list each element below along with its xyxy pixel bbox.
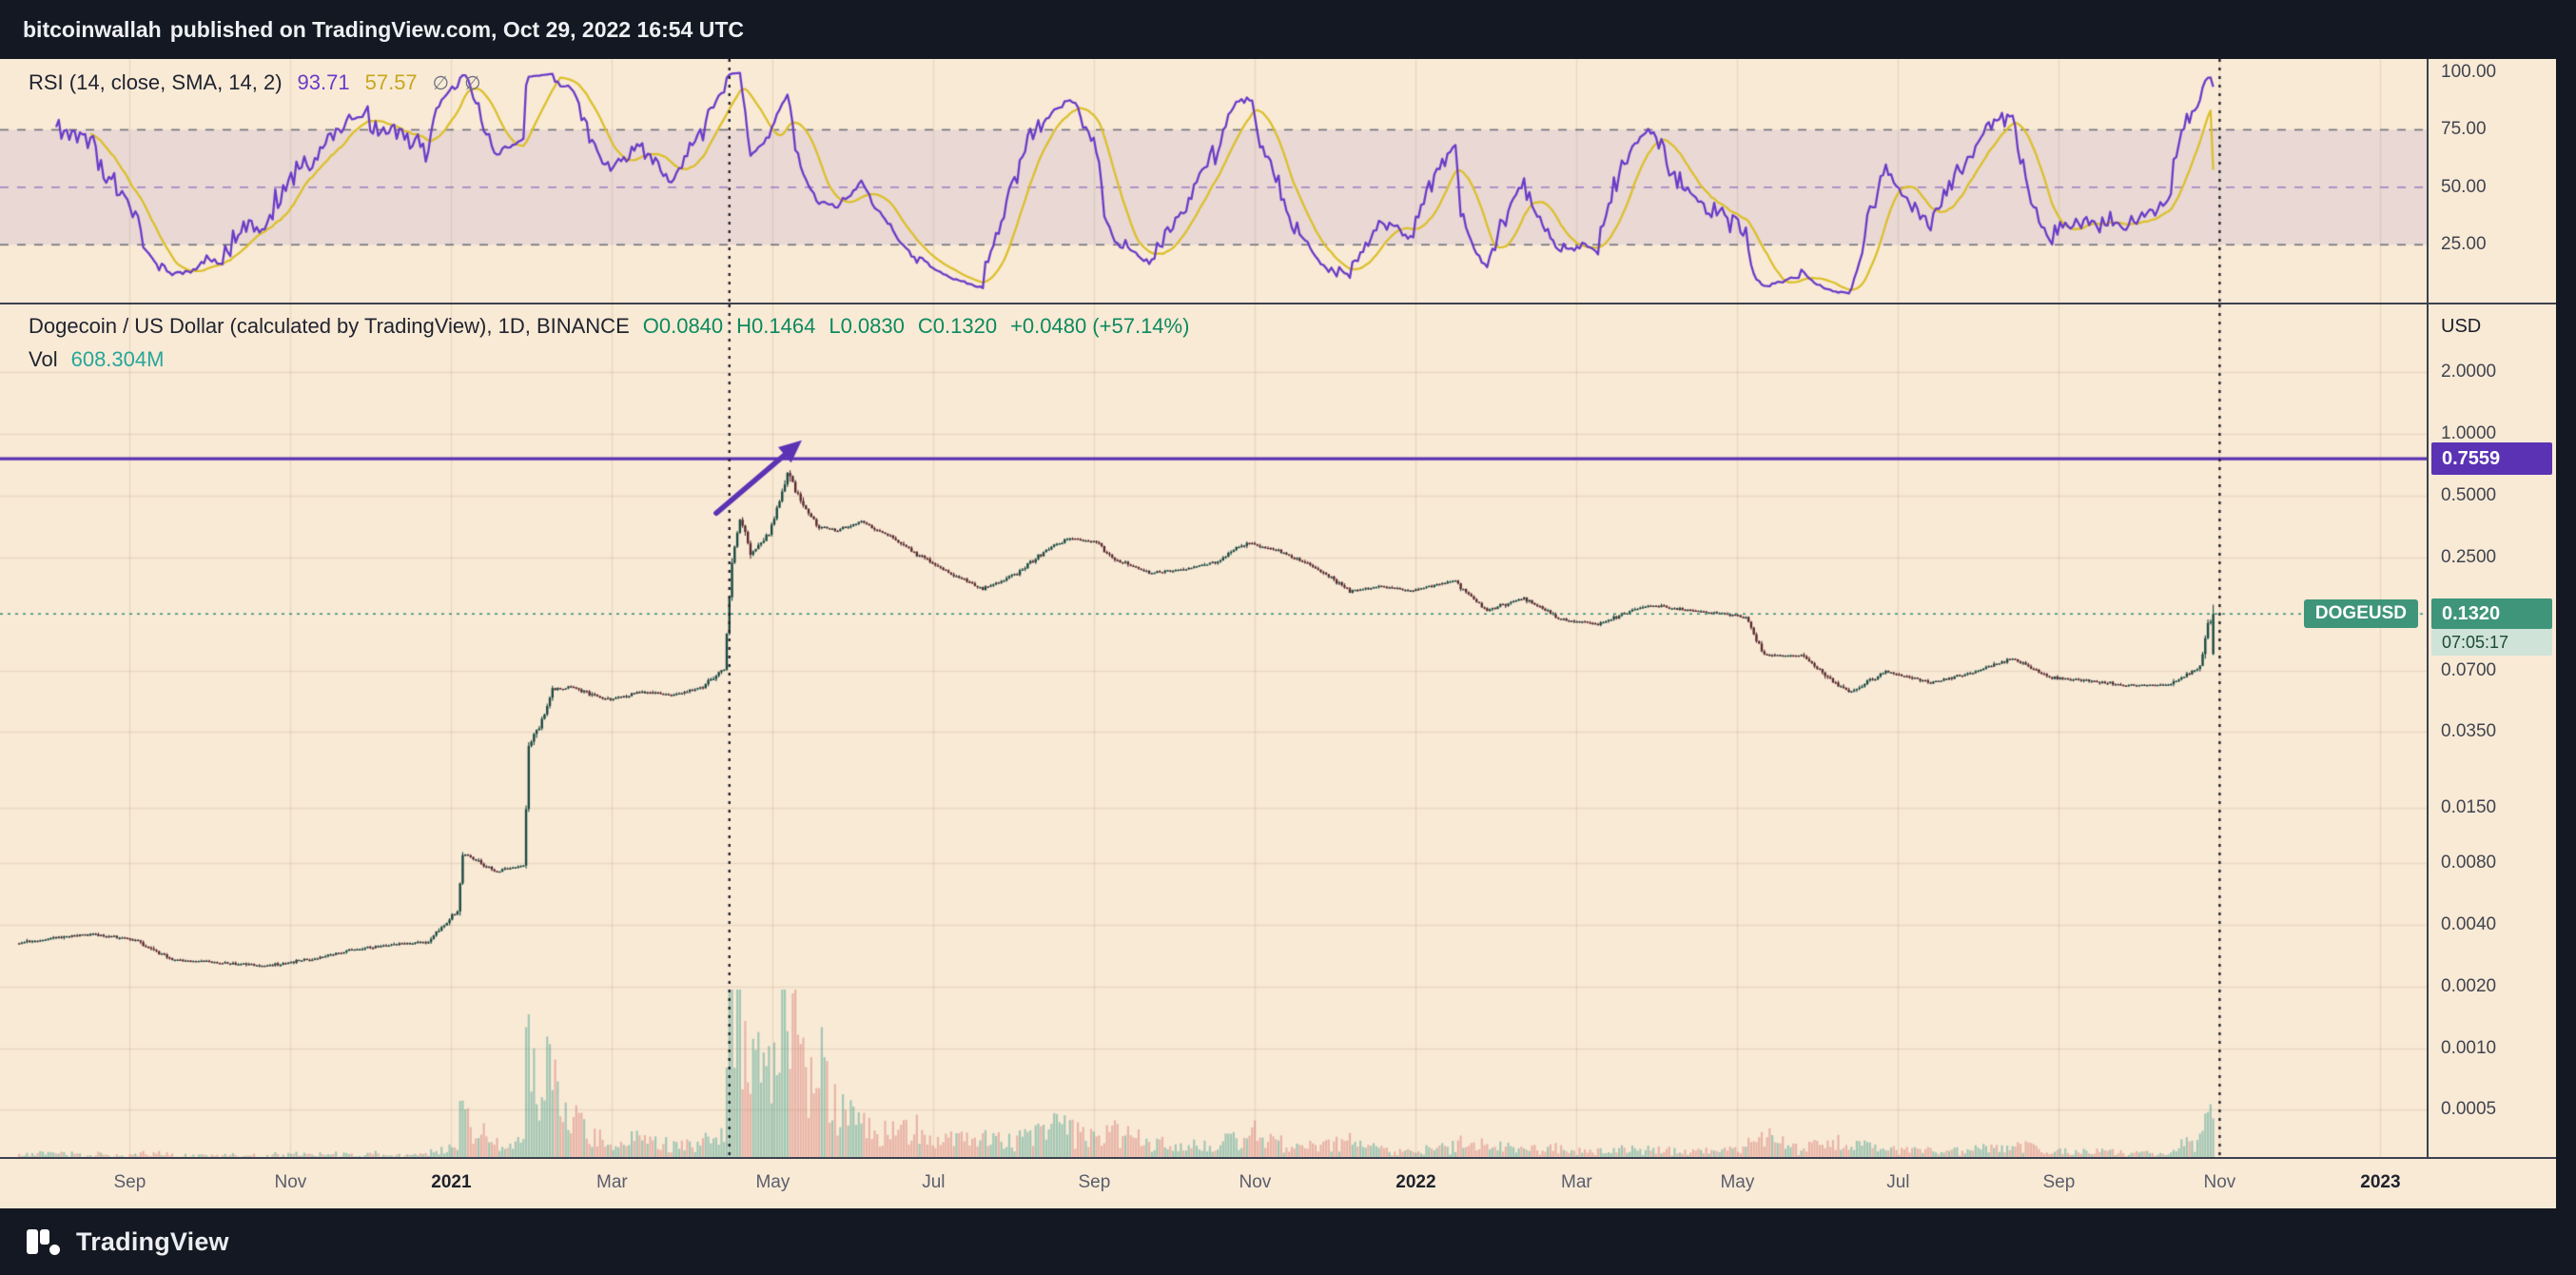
right-margin <box>2556 59 2576 1208</box>
hide-output-icon[interactable]: ∅ <box>464 73 481 94</box>
countdown-badge: 07:05:17 <box>2431 629 2552 657</box>
hline-badge: 0.7559 <box>2431 442 2552 476</box>
time-tick-label: Sep <box>2042 1172 2076 1192</box>
price-legend: Dogecoin / US Dollar (calculated by Trad… <box>29 314 1189 381</box>
price-pane[interactable]: Dogecoin / US Dollar (calculated by Trad… <box>0 304 2428 1159</box>
chart-area: RSI (14, close, SMA, 14, 2) 93.71 57.57 … <box>0 59 2576 1208</box>
rsi-pane[interactable]: RSI (14, close, SMA, 14, 2) 93.71 57.57 … <box>0 59 2428 304</box>
time-tick-label: Nov <box>274 1172 307 1192</box>
time-tick-label: Jul <box>922 1172 946 1192</box>
volume-label: Vol <box>29 347 58 371</box>
low-value: L0.0830 <box>829 314 905 338</box>
rsi-tick-label: 75.00 <box>2441 119 2487 140</box>
time-tick-label: Mar <box>1561 1172 1592 1192</box>
time-tick-label: 2022 <box>1395 1172 1436 1192</box>
time-tick-label: Nov <box>1239 1172 1272 1192</box>
rsi-canvas[interactable] <box>0 59 2428 304</box>
axis-currency: USD <box>2441 316 2482 337</box>
time-tick-label: Mar <box>596 1172 628 1192</box>
pane-divider[interactable] <box>0 303 2556 304</box>
volume-value: 608.304M <box>70 347 165 371</box>
tradingview-wordmark[interactable]: TradingView <box>76 1226 229 1256</box>
price-tick-label: 0.0020 <box>2441 975 2497 996</box>
footer-bar: TradingView <box>0 1208 2576 1275</box>
time-tick-label: Jul <box>1886 1172 1910 1192</box>
price-tick-label: 0.0080 <box>2441 853 2497 873</box>
time-tick-label: 2023 <box>2360 1172 2401 1192</box>
price-tick-label: 0.5000 <box>2441 484 2497 505</box>
time-tick-label: Sep <box>1078 1172 1111 1192</box>
price-tick-label: 0.0010 <box>2441 1037 2497 1058</box>
price-tick-label: 1.0000 <box>2441 423 2497 443</box>
high-value: H0.1464 <box>736 314 816 338</box>
time-tick-label: May <box>755 1172 790 1192</box>
rsi-tick-label: 50.00 <box>2441 176 2487 197</box>
rsi-label: RSI (14, close, SMA, 14, 2) <box>29 70 283 94</box>
rsi-legend: RSI (14, close, SMA, 14, 2) 93.71 57.57 … <box>29 70 481 95</box>
rsi-tick-label: 25.00 <box>2441 234 2487 255</box>
price-tick-label: 0.2500 <box>2441 546 2497 567</box>
time-tick-label: 2021 <box>431 1172 472 1192</box>
price-axis[interactable]: USD 0.7559 0.1320 07:05:17 100.00 75.00 50… <box>2429 59 2556 1208</box>
price-tick-label: 0.0700 <box>2441 659 2497 680</box>
time-tick-label: Nov <box>2203 1172 2236 1192</box>
time-axis[interactable]: Sep Nov 2021 Mar May Jul Sep Nov 2022 Mar May Jul Se… <box>0 1159 2428 1208</box>
open-value: O0.0840 <box>642 314 724 338</box>
symbol-badge: DOGEUSD <box>2303 599 2418 629</box>
rsi-sma-value: 57.57 <box>364 70 418 94</box>
symbol-title: Dogecoin / US Dollar (calculated by Trad… <box>29 314 630 338</box>
publish-bar: bitcoinwallah published on TradingView.c… <box>0 0 2576 59</box>
last-price-badge: 0.1320 <box>2431 598 2552 630</box>
price-tick-label: 2.0000 <box>2441 362 2497 382</box>
publish-info: published on TradingView.com, Oct 29, 20… <box>169 16 744 42</box>
tradingview-logo-icon[interactable] <box>25 1223 63 1261</box>
time-tick-label: Sep <box>113 1172 146 1192</box>
close-value: C0.1320 <box>917 314 998 338</box>
rsi-tick-label: 100.00 <box>2441 62 2497 82</box>
hide-output-icon[interactable]: ∅ <box>432 73 450 94</box>
time-axis-divider <box>0 1157 2556 1159</box>
publish-author: bitcoinwallah <box>23 16 162 42</box>
price-tick-label: 0.0150 <box>2441 796 2497 817</box>
price-tick-label: 0.0040 <box>2441 914 2497 935</box>
change-value: +0.0480 (+57.14%) <box>1010 314 1190 338</box>
main-canvas[interactable] <box>0 304 2428 1159</box>
price-tick-label: 0.0350 <box>2441 721 2497 742</box>
price-tick-label: 0.0005 <box>2441 1099 2497 1120</box>
rsi-value: 93.71 <box>297 70 350 94</box>
price-axis-divider[interactable] <box>2427 59 2429 1159</box>
time-tick-label: May <box>1720 1172 1755 1192</box>
